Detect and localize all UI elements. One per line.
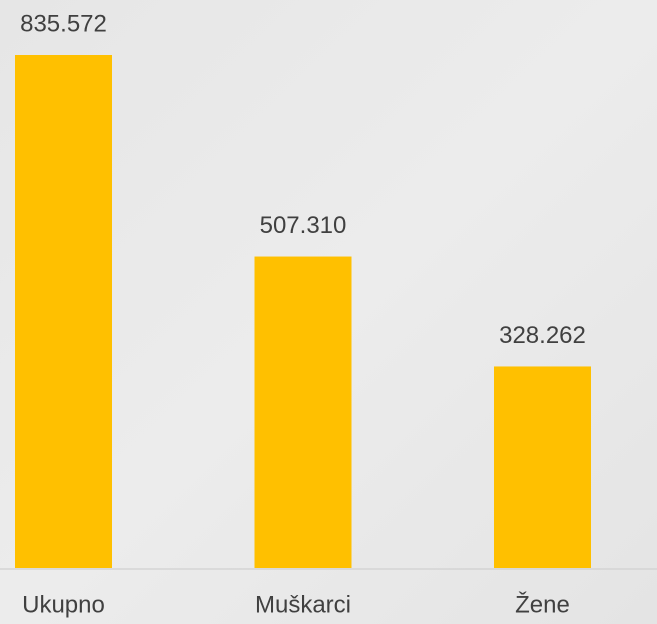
data-label: 507.310 [260,212,347,239]
bar [15,55,112,568]
data-label: 328.262 [499,322,586,349]
bar [494,366,591,568]
bar [254,256,352,568]
data-label: 835.572 [20,10,107,37]
x-tick-label: Žene [515,591,570,618]
x-tick-label: Ukupno [22,591,105,618]
x-tick-label: Muškarci [255,591,351,618]
